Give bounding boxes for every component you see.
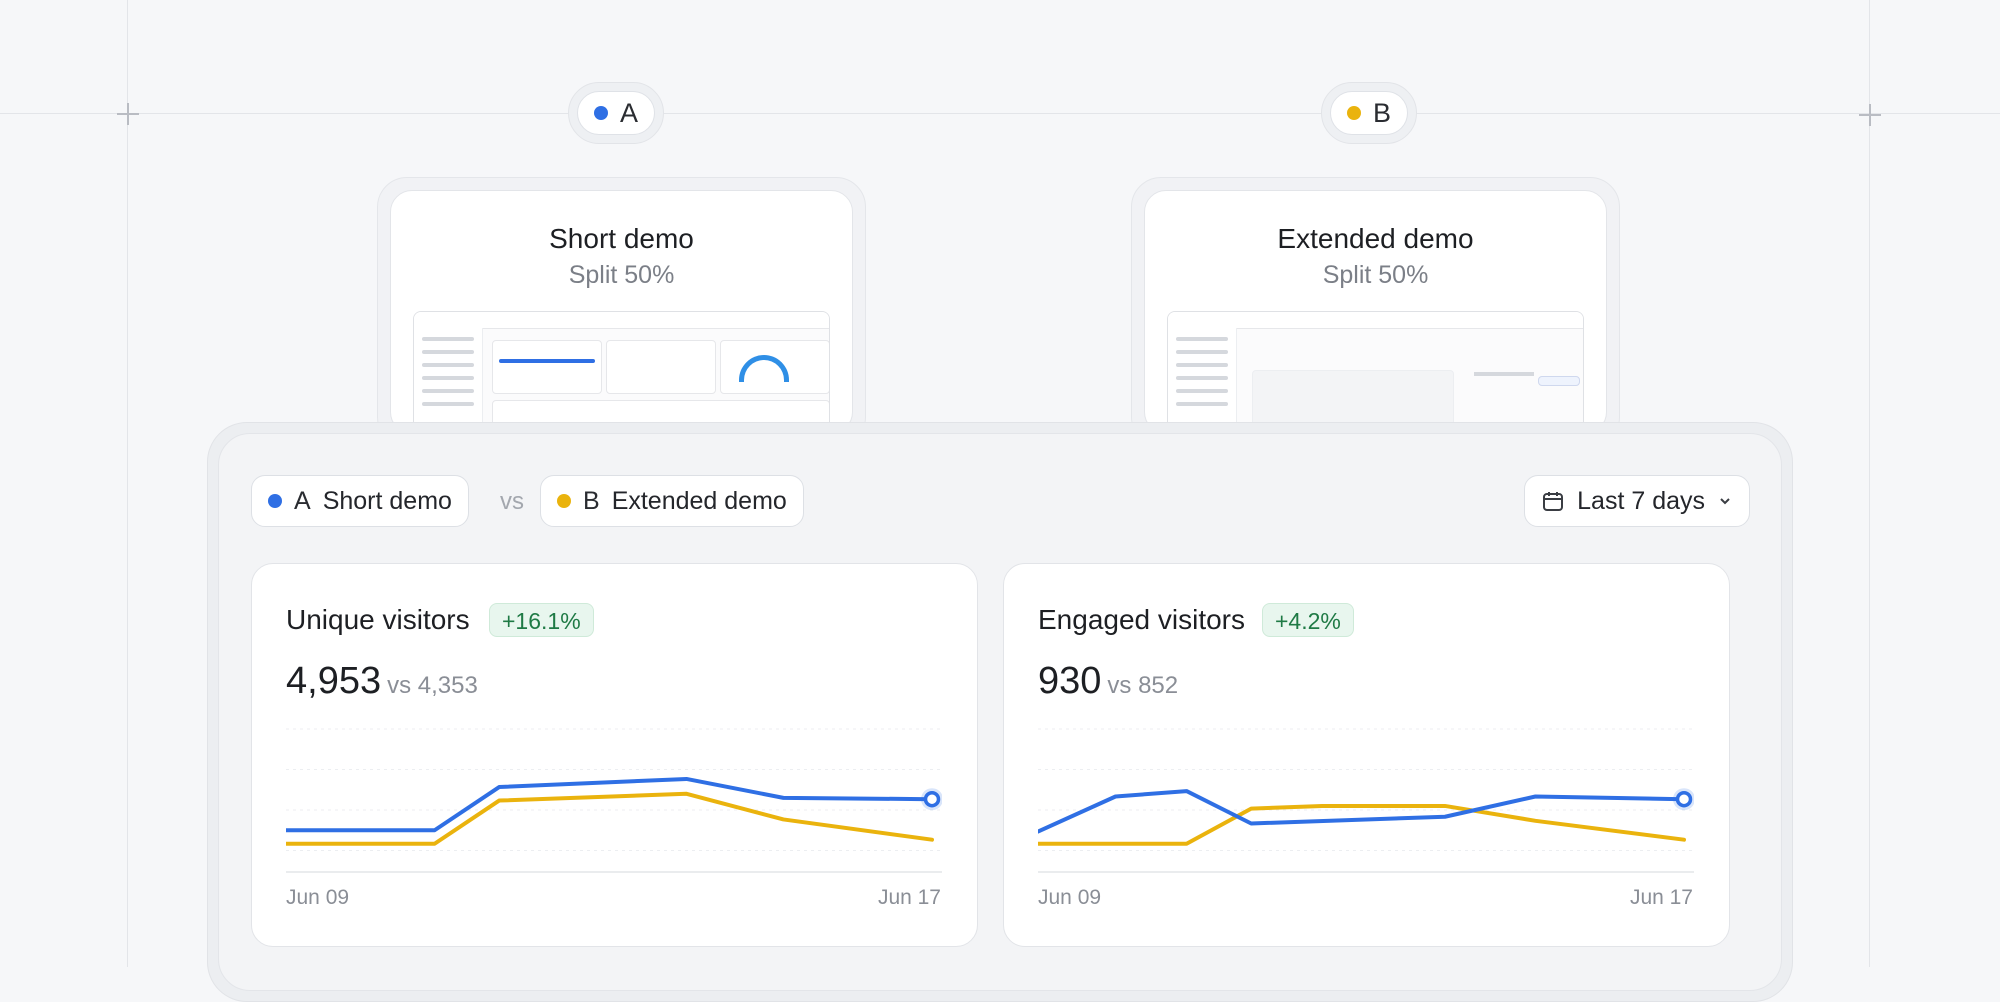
variant-a-pill-wrapper: A [568, 82, 665, 144]
variant-b-name: Extended demo [1277, 223, 1474, 254]
crosshair-icon [1859, 104, 1881, 126]
metric-card-unique-visitors[interactable]: Unique visitors +16.1% 4,953 vs 4,353 Jun… [251, 563, 978, 947]
variant-a-key: A [294, 486, 311, 515]
end-point-marker[interactable] [1675, 790, 1693, 808]
metric-value-number: 4,953 [286, 660, 382, 702]
variant-a-pill[interactable]: A [577, 91, 656, 135]
variant-b-pill[interactable]: B [1330, 91, 1409, 135]
metric-title: Unique visitors [286, 604, 470, 635]
variant-b-card[interactable]: Extended demo Split 50% [1144, 190, 1607, 434]
date-range-dropdown[interactable]: Last 7 days [1524, 475, 1750, 527]
variant-b-pill-wrapper: B [1321, 82, 1418, 144]
variant-b-dot-icon [1347, 106, 1361, 120]
guide-line-horizontal [0, 113, 2000, 114]
variant-a-thumbnail [413, 311, 830, 433]
variant-b-selector[interactable]: B Extended demo [540, 475, 804, 527]
metric-title: Engaged visitors [1038, 604, 1246, 635]
series-line-b [286, 791, 934, 846]
variant-a-name: Short demo [322, 486, 452, 515]
series-line-a [286, 776, 934, 833]
series-line-b [1038, 803, 1686, 846]
x-end-label: Jun 17 [877, 886, 941, 909]
comparison-panel-wrapper: A Short demo vs B Extended demo Last 7 d… [207, 422, 1793, 1002]
variant-b-dot-icon [557, 494, 571, 508]
comparison-panel: A Short demo vs B Extended demo Last 7 d… [218, 433, 1782, 991]
metric-value-number: 930 [1038, 660, 1102, 702]
variant-a-card[interactable]: Short demo Split 50% [390, 190, 853, 434]
chevron-down-icon [1720, 498, 1730, 505]
variant-b-thumbnail [1167, 311, 1584, 433]
metric-card-engaged-visitors[interactable]: Engaged visitors +4.2% 930 vs 852 Jun 09 … [1003, 563, 1730, 947]
variant-b-split: Split 50% [1322, 261, 1429, 289]
variant-a-selector[interactable]: A Short demo [251, 475, 469, 527]
metric-value: 930 vs 852 [1038, 660, 1178, 703]
x-start-label: Jun 09 [1038, 886, 1102, 909]
variant-a-key: A [620, 97, 639, 128]
date-range-label: Last 7 days [1577, 486, 1705, 515]
guide-line-vertical-left [127, 0, 128, 967]
variant-b-card-wrapper: Extended demo Split 50% [1131, 177, 1620, 447]
change-badge: +4.2% [1262, 603, 1354, 637]
variant-a-card-wrapper: Short demo Split 50% [377, 177, 866, 447]
variant-a-dot-icon [268, 494, 282, 508]
variant-b-key: B [583, 486, 600, 515]
variant-a-dot-icon [594, 106, 608, 120]
change-badge: +16.1% [489, 603, 594, 637]
engaged-visitors-chart [1038, 728, 1694, 873]
metric-compare: vs 852 [1107, 672, 1179, 699]
calendar-icon [1543, 492, 1564, 511]
metric-compare: vs 4,353 [387, 672, 478, 699]
variant-b-key: B [1373, 97, 1392, 128]
variant-a-split: Split 50% [568, 261, 675, 289]
variant-a-name: Short demo [549, 223, 694, 254]
end-point-marker[interactable] [923, 790, 941, 808]
variant-b-name: Extended demo [611, 486, 787, 515]
x-end-label: Jun 17 [1629, 886, 1693, 909]
unique-visitors-chart [286, 728, 942, 873]
guide-line-vertical-right [1869, 0, 1870, 967]
metric-value: 4,953 vs 4,353 [286, 660, 478, 703]
x-start-label: Jun 09 [286, 886, 350, 909]
vs-label: vs [500, 488, 524, 515]
series-line-a [1038, 789, 1686, 834]
crosshair-icon [117, 103, 139, 125]
